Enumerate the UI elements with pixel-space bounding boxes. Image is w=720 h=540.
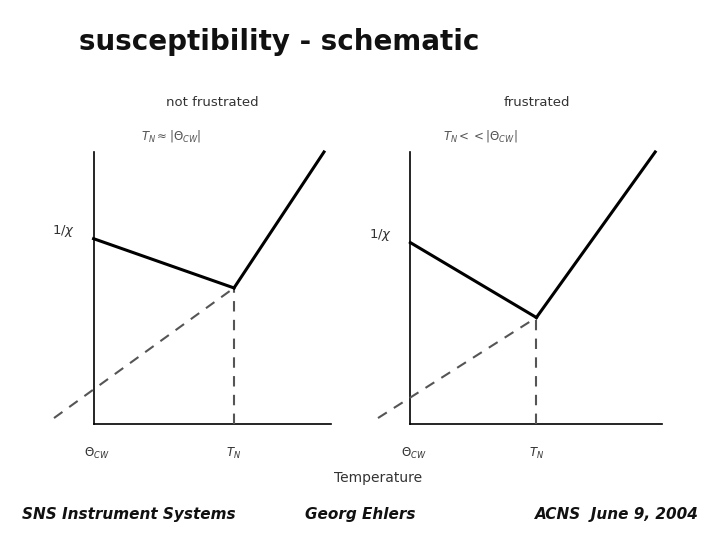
Text: SNS Instrument Systems: SNS Instrument Systems [22, 507, 235, 522]
Text: not frustrated: not frustrated [166, 96, 258, 109]
Text: $1/\chi$: $1/\chi$ [369, 227, 392, 243]
Text: $T_N \approx |\Theta_{CW}|$: $T_N \approx |\Theta_{CW}|$ [141, 128, 201, 144]
Text: ACNS  June 9, 2004: ACNS June 9, 2004 [534, 507, 698, 522]
Text: Temperature: Temperature [334, 471, 422, 485]
Text: Georg Ehlers: Georg Ehlers [305, 507, 415, 522]
Text: $T_N$: $T_N$ [528, 446, 544, 461]
Text: $T_N$: $T_N$ [226, 446, 242, 461]
Text: $\Theta_{CW}$: $\Theta_{CW}$ [401, 446, 427, 461]
Text: $\Theta_{CW}$: $\Theta_{CW}$ [84, 446, 110, 461]
Text: $1/\chi$: $1/\chi$ [53, 223, 76, 239]
Text: $T_N << |\Theta_{CW}|$: $T_N << |\Theta_{CW}|$ [444, 128, 518, 144]
Text: susceptibility - schematic: susceptibility - schematic [78, 28, 479, 56]
Text: frustrated: frustrated [503, 96, 570, 109]
